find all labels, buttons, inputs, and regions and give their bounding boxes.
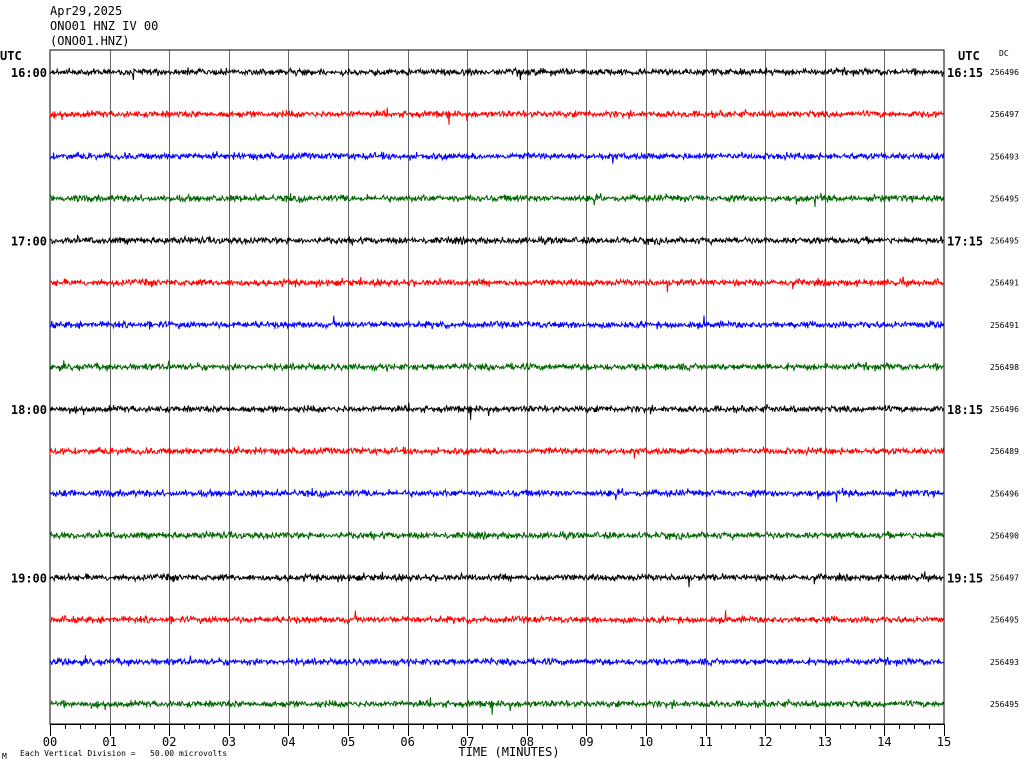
x-tick-label: 13 [818, 735, 832, 749]
scale-footer: Each Vertical Division = 50.00 microvolt… [20, 749, 228, 758]
x-tick-label: 03 [222, 735, 236, 749]
seismic-trace [49, 234, 944, 247]
seismic-trace [49, 107, 944, 125]
seismic-trace [49, 445, 944, 459]
seismic-trace [49, 529, 944, 542]
dc-value: 256498 [990, 363, 1019, 372]
row-start-time: 17:00 [11, 235, 47, 249]
seismic-trace [49, 487, 944, 502]
x-axis-label: TIME (MINUTES) [458, 745, 559, 759]
dc-value: 256491 [990, 321, 1019, 330]
x-tick-label: 07 [460, 735, 474, 749]
dc-value: 256495 [990, 700, 1019, 709]
x-tick-label: 11 [698, 735, 712, 749]
seismic-trace [49, 655, 944, 668]
x-tick-label: 08 [520, 735, 534, 749]
date-label: Apr29,2025 [50, 4, 123, 18]
x-tick-label: 09 [579, 735, 593, 749]
dc-value: 256497 [990, 574, 1019, 583]
x-tick-label: 04 [281, 735, 295, 749]
seismic-trace [49, 610, 944, 625]
dc-value: 256497 [990, 110, 1019, 119]
dc-label: DC [999, 49, 1009, 58]
seismic-trace [49, 276, 944, 293]
x-tick-label: 02 [162, 735, 176, 749]
x-tick-label: 05 [341, 735, 355, 749]
dc-value: 256496 [990, 405, 1019, 414]
row-end-time: 16:15 [947, 66, 983, 80]
dc-value: 256495 [990, 194, 1019, 203]
channel-label: (ONO01.HNZ) [50, 34, 130, 48]
footer-mark: M [2, 752, 7, 761]
dc-value: 256493 [990, 152, 1019, 161]
dc-value: 256495 [990, 237, 1019, 246]
x-tick-label: 14 [877, 735, 891, 749]
seismic-trace [49, 150, 944, 164]
seismic-trace [49, 360, 944, 373]
row-end-time: 18:15 [947, 403, 983, 417]
row-start-time: 16:00 [11, 66, 47, 80]
dc-value: 256496 [990, 489, 1019, 498]
x-tick-label: 06 [400, 735, 414, 749]
left-utc-label: UTC [0, 49, 22, 63]
x-tick-label: 01 [102, 735, 116, 749]
seismic-trace [49, 66, 944, 81]
dc-value: 256491 [990, 279, 1019, 288]
dc-value: 256495 [990, 616, 1019, 625]
x-tick-label: 00 [43, 735, 57, 749]
row-start-time: 19:00 [11, 572, 47, 586]
seismic-trace [49, 697, 944, 715]
seismic-trace [49, 315, 944, 330]
x-tick-label: 10 [639, 735, 653, 749]
dc-value: 256490 [990, 531, 1019, 540]
dc-value: 256496 [990, 68, 1019, 77]
row-end-time: 17:15 [947, 235, 983, 249]
x-tick-label: 15 [937, 735, 951, 749]
dc-value: 256489 [990, 447, 1019, 456]
row-start-time: 18:00 [11, 403, 47, 417]
station-label: ONO01 HNZ IV 00 [50, 19, 159, 33]
seismic-trace [49, 402, 944, 420]
seismic-trace [49, 192, 944, 208]
right-utc-label: UTC [958, 49, 980, 63]
row-end-time: 19:15 [947, 572, 983, 586]
x-tick-label: 12 [758, 735, 772, 749]
dc-value: 256493 [990, 658, 1019, 667]
seismic-trace [49, 571, 944, 588]
